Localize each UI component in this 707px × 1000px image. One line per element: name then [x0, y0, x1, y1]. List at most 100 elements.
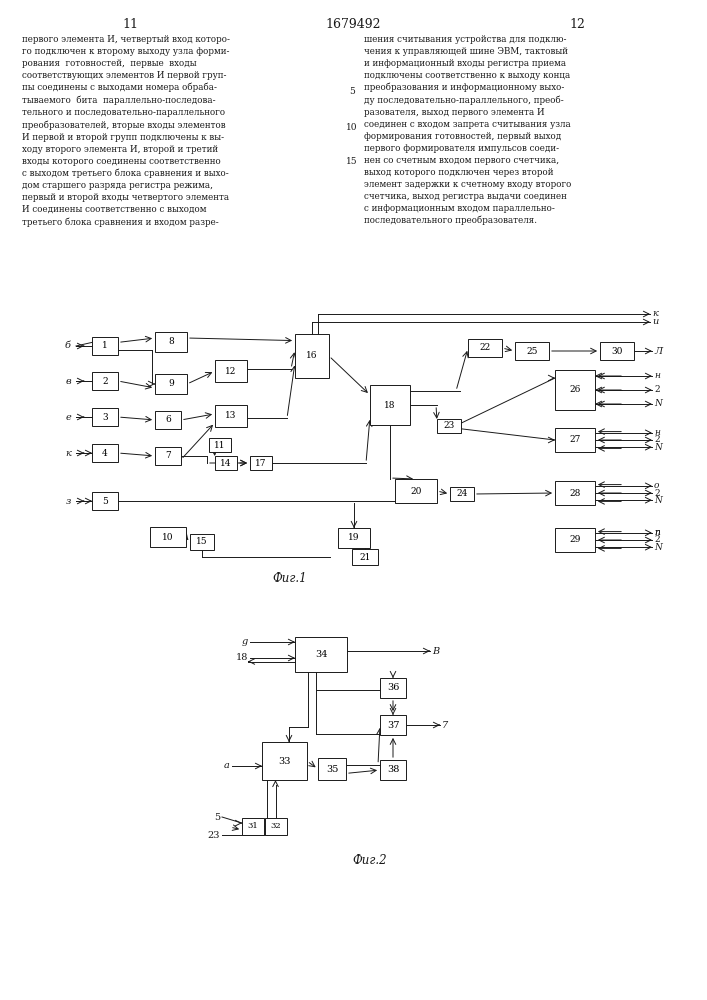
Text: 23: 23 — [207, 830, 220, 840]
Bar — [262, 742, 307, 780]
Text: 15: 15 — [196, 538, 208, 546]
Text: 19: 19 — [349, 534, 360, 542]
Bar — [265, 818, 287, 835]
Bar — [318, 758, 346, 780]
Text: 2: 2 — [654, 436, 660, 444]
Text: 11: 11 — [214, 440, 226, 450]
Bar — [92, 492, 118, 510]
Text: a: a — [224, 762, 230, 770]
Bar — [155, 411, 181, 429]
Bar — [215, 360, 247, 382]
Text: 29: 29 — [569, 536, 580, 544]
Bar — [215, 405, 247, 427]
Text: 22: 22 — [479, 344, 491, 353]
Text: 12: 12 — [569, 17, 585, 30]
Bar — [155, 332, 187, 352]
Bar — [380, 678, 406, 698]
Text: 24: 24 — [456, 489, 468, 498]
Text: з: з — [65, 496, 71, 506]
Text: б: б — [65, 342, 71, 351]
Text: в: в — [65, 376, 71, 385]
Text: 17: 17 — [255, 458, 267, 468]
Text: первого элемента И, четвертый вход которо-
го подключен к второму выходу узла фо: первого элемента И, четвертый вход котор… — [22, 35, 230, 227]
Text: 5: 5 — [349, 88, 355, 97]
Bar — [155, 447, 181, 465]
Bar — [555, 370, 595, 410]
Text: 14: 14 — [221, 458, 232, 468]
Text: н: н — [654, 371, 660, 380]
Bar — [370, 385, 410, 425]
Text: п: п — [654, 528, 660, 537]
Text: 34: 34 — [315, 650, 327, 659]
Text: 5: 5 — [102, 496, 108, 506]
Text: 18: 18 — [384, 400, 396, 410]
Bar — [92, 444, 118, 462]
Bar — [600, 342, 634, 360]
Bar — [380, 760, 406, 780]
Bar — [295, 637, 347, 672]
Text: 7: 7 — [165, 452, 171, 460]
Bar — [437, 419, 461, 433]
Bar — [338, 528, 370, 548]
Text: 11: 11 — [122, 17, 138, 30]
Text: 30: 30 — [612, 347, 623, 356]
Text: Фиг.1: Фиг.1 — [273, 572, 308, 584]
Text: шения считывания устройства для подклю-
чения к управляющей шине ЭВМ, тактовый
и: шения считывания устройства для подклю- … — [364, 35, 571, 225]
Bar — [352, 549, 378, 565]
Text: 31: 31 — [247, 822, 258, 830]
Text: 7: 7 — [442, 720, 448, 730]
Text: 13: 13 — [226, 412, 237, 420]
Text: 5: 5 — [214, 812, 220, 822]
Text: 2: 2 — [103, 376, 107, 385]
Text: N: N — [654, 496, 662, 505]
Text: 9: 9 — [168, 379, 174, 388]
Text: о: о — [654, 481, 660, 490]
Text: Л: Л — [654, 347, 662, 356]
Bar — [555, 428, 595, 452]
Bar — [555, 528, 595, 552]
Text: 18: 18 — [235, 654, 248, 662]
Text: 33: 33 — [279, 756, 291, 766]
Text: 2: 2 — [654, 536, 660, 544]
Text: 1: 1 — [102, 342, 108, 351]
Text: 1679492: 1679492 — [325, 17, 381, 30]
Bar — [242, 818, 264, 835]
Text: е: е — [65, 412, 71, 422]
Text: 26: 26 — [569, 385, 580, 394]
Text: B: B — [432, 647, 439, 656]
Text: Фиг.2: Фиг.2 — [353, 854, 387, 866]
Text: к: к — [652, 310, 658, 318]
Bar — [250, 456, 272, 470]
Text: п: п — [654, 528, 660, 537]
Text: 25: 25 — [526, 347, 538, 356]
Bar — [468, 339, 502, 357]
Text: 2: 2 — [654, 385, 660, 394]
Bar — [380, 715, 406, 735]
Text: 38: 38 — [387, 766, 399, 774]
Text: 15: 15 — [346, 157, 358, 166]
Text: и: и — [652, 318, 658, 326]
Text: g: g — [242, 638, 248, 647]
Text: 8: 8 — [168, 338, 174, 347]
Text: к: к — [65, 448, 71, 458]
Bar — [555, 481, 595, 505]
Text: 3: 3 — [103, 412, 107, 422]
Text: 4: 4 — [102, 448, 108, 458]
Text: 12: 12 — [226, 366, 237, 375]
Text: 37: 37 — [387, 720, 399, 730]
Bar — [190, 534, 214, 550]
Bar — [92, 337, 118, 355]
Bar — [92, 408, 118, 426]
Text: N: N — [654, 399, 662, 408]
Bar — [450, 487, 474, 501]
Bar — [395, 479, 437, 503]
Text: 36: 36 — [387, 684, 399, 692]
Text: 35: 35 — [326, 764, 338, 774]
Text: 27: 27 — [569, 436, 580, 444]
Text: N: N — [654, 443, 662, 452]
Text: 23: 23 — [443, 422, 455, 430]
Text: 28: 28 — [569, 488, 580, 497]
Bar — [150, 527, 186, 547]
Bar — [209, 438, 231, 452]
Bar — [515, 342, 549, 360]
